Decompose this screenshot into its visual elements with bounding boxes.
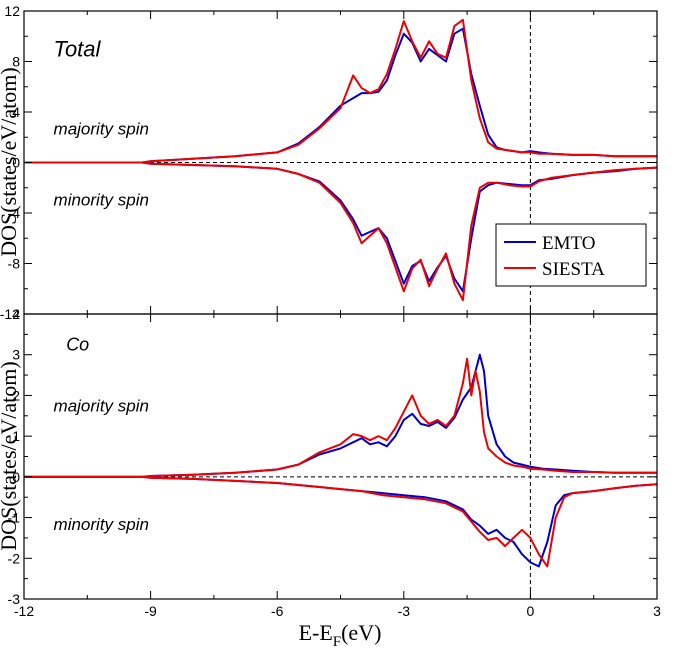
xtick-label: -9 [144,603,157,619]
xtick-label: 3 [653,603,661,619]
bottom-ytick-label: 1 [12,428,20,444]
legend-label-siesta: SIESTA [542,259,605,280]
xlabel: E-EF(eV) [299,620,382,649]
top-ytick-label: -12 [0,306,20,322]
co-dos-panel: -3 -2 -1 0 1 2 3 4 -12 -9 -6 -3 0 3 Co majority spin min… [8,306,662,619]
bottom-siesta-majority-line [24,357,657,478]
bottom-ytick-label: -2 [8,550,21,566]
top-ytick-label: 8 [12,54,20,70]
legend-box [495,223,647,287]
legend-label-emto: EMTO [542,233,595,254]
xtick-label: -6 [271,603,284,619]
top-ytick-label: 4 [12,104,20,120]
top-emto-majority-line [24,27,657,164]
bottom-ytick-label: -1 [8,510,21,526]
top-ytick-label: -4 [8,205,21,221]
xtick-label: 0 [527,603,535,619]
bottom-siesta-minority-line [24,475,658,568]
xlabel-units: (eV) [341,620,381,645]
bottom-ytick-label: -3 [8,591,21,607]
bottom-ytick-label: 0 [12,469,20,485]
bottom-ytick-label: 4 [12,306,20,322]
bottom-emto-majority-line [24,353,657,478]
top-siesta-majority-line [24,18,657,164]
top-ytick-label: 0 [12,155,20,171]
bottom-plot-frame [23,313,658,600]
xlabel-main: E-E [299,620,333,645]
xtick-label: -12 [14,603,34,619]
top-ytick-label: -8 [8,256,21,272]
bottom-ytick-label: 3 [12,347,20,363]
bottom-ytick-label: 2 [12,387,20,403]
legend: EMTO SIESTA [495,223,647,287]
bottom-annotation: Co [66,335,89,355]
xtick-label: -3 [398,603,411,619]
bottom-ylabel: DOS(states/eV/atom) [0,361,21,550]
top-siesta-minority-line [24,161,658,302]
top-annotation: majority spin [54,120,149,139]
axis-titles: DOS(states/eV/atom) DOS(states/eV/atom) E-… [0,67,381,649]
top-annotation: minority spin [54,190,149,209]
bottom-annotation: majority spin [54,397,149,416]
top-ytick-label: 12 [4,3,20,19]
xlabel-sub: F [333,634,341,649]
total-dos-panel: -12 -8 -4 0 4 8 12 Total majority spin minority s… [0,3,658,322]
top-annotation: Total [54,36,102,61]
top-ylabel: DOS(states/eV/atom) [0,67,21,256]
bottom-annotation: minority spin [54,515,149,534]
